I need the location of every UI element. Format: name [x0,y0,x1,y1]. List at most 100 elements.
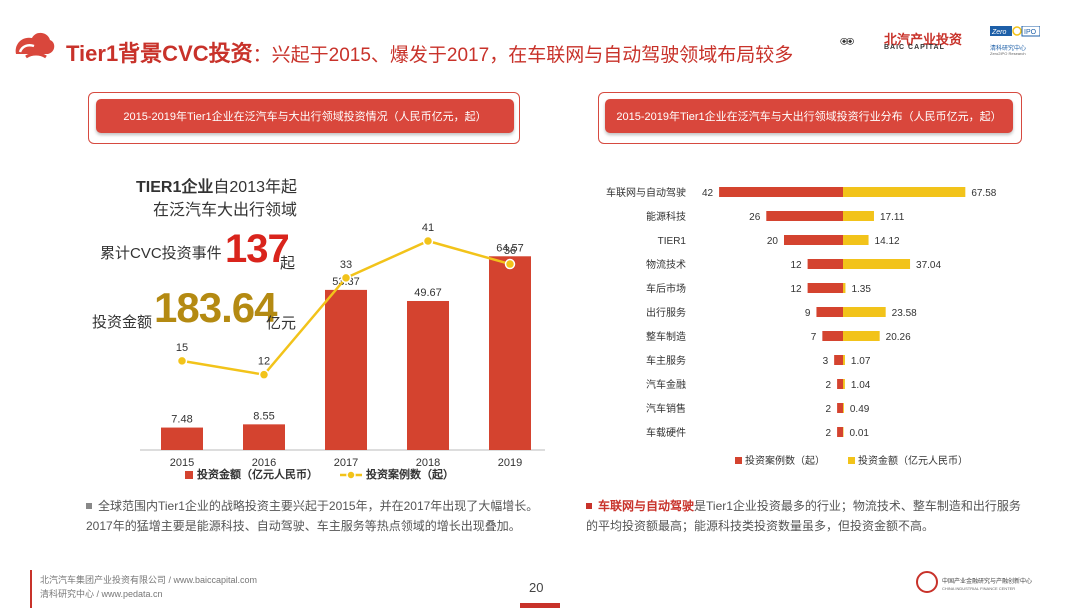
amount-value-1: 17.11 [880,212,905,223]
bar-2015 [161,427,203,450]
cases-bar-10 [837,427,843,437]
left-note-text: 全球范围内Tier1企业的战略投资主要兴起于2015年，并在2017年出现了大幅… [86,499,539,533]
amount-label: 投资金额 [92,314,153,331]
cases-value-7: 3 [823,356,829,367]
cases-value-8: 2 [826,380,832,391]
category-label-0: 车联网与自动驾驶 [606,186,686,199]
right-note: 车联网与自动驾驶是Tier1企业投资最多的行业；物流技术、整车制造和出行服务 的平… [586,496,1056,536]
cases-label-2015: 15 [176,342,188,354]
category-label-8: 汽车金融 [646,378,686,391]
cases-bar-8 [837,379,843,389]
category-label-3: 物流技术 [646,258,686,271]
bar-2019 [489,256,531,450]
footer-company: 北汽汽车集团产业投资有限公司 / www.baiccapital.com [40,575,258,585]
cases-label-2016: 12 [258,356,270,368]
legend-bar-swatch [185,471,193,479]
bar-label-2018: 49.67 [414,287,442,299]
events-unit: 起 [280,255,296,272]
finance-center-name: 中国产业金融研究与产融创新中心 [942,579,1033,585]
amount-bar-9 [843,403,844,413]
cases-bar-6 [822,331,843,341]
legend-amount-swatch [848,457,855,464]
x-tick-2015: 2015 [170,457,194,469]
amount-bar-3 [843,259,911,269]
legend-amount-label: 投资金额（亿元人民币） [858,454,968,467]
industry-distribution-chart: 车联网与自动驾驶 42 67.58 能源科技 26 17.11 TIER1 20 14.12 物流… [606,186,997,467]
category-label-9: 汽车销售 [646,402,686,415]
amount-value-3: 37.04 [916,260,941,271]
cases-value-2: 20 [767,236,779,247]
events-label: 累计CVC投资事件 [100,245,222,262]
legend-cases-swatch [735,457,742,464]
footer-research: 清科研究中心 / www.pedata.cn [40,589,163,599]
right-note-emphasis: 车联网与自动驾驶 [598,499,695,513]
category-label-2: TIER1 [658,236,687,247]
page-number: 20 [529,580,544,595]
amount-value-6: 20.26 [886,332,911,343]
amount-value-4: 1.35 [851,284,871,295]
cases-point-2015 [176,355,188,367]
amount-value-10: 0.01 [850,428,870,439]
cases-bar-9 [837,403,843,413]
svg-text:IPO: IPO [1024,29,1037,36]
cases-bar-3 [807,259,843,269]
amount-value-2: 14.12 [875,236,900,247]
x-tick-2017: 2017 [334,457,358,469]
cases-bar-5 [816,307,843,317]
left-note: 全球范围内Tier1企业的战略投资主要兴起于2015年，并在2017年出现了大幅… [86,496,556,536]
amount-value: 183.64 [154,284,277,331]
category-label-5: 出行服务 [646,306,686,319]
cloud-logo-icon [15,32,55,59]
headline-domain: 在泛汽车大出行领域 [152,202,297,219]
amount-bar-5 [843,307,886,317]
category-label-1: 能源科技 [646,210,686,223]
headline-tier1-bold: TIER1企业 [136,179,214,196]
cases-point-2018 [422,235,434,247]
amount-bar-1 [843,211,874,221]
cases-point-2017 [340,272,352,284]
cases-label-2019: 36 [504,245,516,257]
page-marker [520,603,560,608]
brand-name: 北汽产业投资 [884,32,963,47]
footer-accent-bar [30,570,32,608]
amount-bar-0 [843,187,966,197]
cases-point-2016 [258,369,270,380]
cases-label-2018: 41 [422,222,434,234]
annual-investment-chart: 7.4820158.55201653.37201749.67201864.572… [140,222,545,481]
headline-tier1-rest: 自2013年起 [213,179,297,196]
amount-bar-2 [843,235,869,245]
right-note-text-1: 是Tier1企业投资最多的行业；物流技术、整车制造和出行服务 [694,499,1021,513]
title-sub: 兴起于2015、爆发于2017，在车联网与自动驾驶领域布局较多 [271,45,794,66]
events-value: 137 [225,227,290,271]
x-tick-2018: 2018 [416,457,440,469]
page-title: Tier1背景CVC投资：兴起于2015、爆发于2017，在车联网与自动驾驶领域… [66,36,793,68]
svg-text:Zero: Zero [991,29,1007,36]
bar-2018 [407,300,449,450]
left-section-title: 2015-2019年Tier1企业在泛汽车与大出行领域投资情况（人民币亿元，起） [96,99,514,133]
cases-point-2019 [504,258,516,270]
amount-value-0: 67.58 [971,188,996,199]
amount-bar-6 [843,331,880,341]
cases-value-6: 7 [811,332,817,343]
legend-line-label: 投资案例数（起） [366,467,454,481]
legend-cases-label: 投资案例数（起） [745,454,825,467]
bar-2016 [243,424,285,450]
brand-en: BAIC CAPITAL [884,44,945,51]
x-tick-2019: 2019 [498,457,522,469]
zero2ipo-logo-icon: Zero IPO [990,26,1040,37]
title-colon: ： [252,45,272,66]
cases-value-10: 2 [826,428,832,439]
cases-bar-2 [784,235,843,245]
cases-value-9: 2 [826,404,832,415]
amount-bar-10 [843,427,844,437]
title-main: Tier1背景CVC投资 [66,41,253,66]
cases-bar-1 [766,211,843,221]
cases-bar-4 [807,283,843,293]
headline-tier1: TIER1企业自2013年起 [136,173,297,197]
amount-value-7: 1.07 [851,356,871,367]
amount-bar-4 [843,283,846,293]
cases-value-1: 26 [749,212,761,223]
bar-label-2019: 64.57 [496,242,524,254]
cases-value-3: 12 [790,260,802,271]
bar-label-2016: 8.55 [253,410,274,422]
